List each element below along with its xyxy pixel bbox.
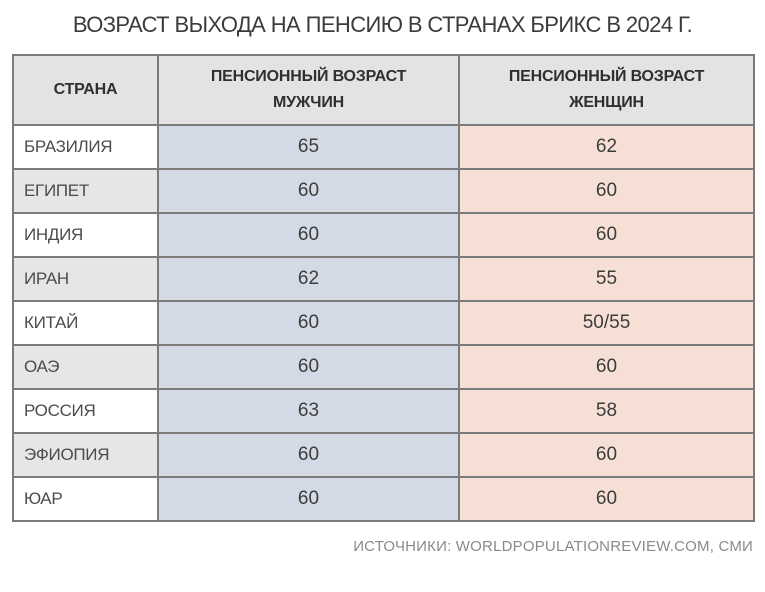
table-row: ЕГИПЕТ 60 60	[12, 168, 755, 214]
women-age-cell: 50/55	[458, 300, 755, 346]
men-age-cell: 60	[157, 212, 460, 258]
pension-table: СТРАНА ПЕНСИОННЫЙ ВОЗРАСТ МУЖЧИН ПЕНСИОН…	[12, 54, 755, 522]
country-cell: ИНДИЯ	[12, 212, 159, 258]
source-note: ИСТОЧНИКИ: WORLDPOPULATIONREVIEW.COM, СМ…	[353, 538, 753, 555]
men-age-cell: 60	[157, 300, 460, 346]
table-row: ЭФИОПИЯ 60 60	[12, 432, 755, 478]
men-age-cell: 60	[157, 168, 460, 214]
women-age-cell: 60	[458, 168, 755, 214]
men-age-cell: 60	[157, 344, 460, 390]
column-header-country: СТРАНА	[12, 54, 159, 126]
column-header-women: ПЕНСИОННЫЙ ВОЗРАСТ ЖЕНЩИН	[458, 54, 755, 126]
women-age-cell: 58	[458, 388, 755, 434]
table-row: ОАЭ 60 60	[12, 344, 755, 390]
country-cell: ЭФИОПИЯ	[12, 432, 159, 478]
men-age-cell: 60	[157, 432, 460, 478]
men-age-cell: 62	[157, 256, 460, 302]
men-age-cell: 63	[157, 388, 460, 434]
country-cell: ИРАН	[12, 256, 159, 302]
column-header-women-label: ПЕНСИОННЫЙ ВОЗРАСТ ЖЕНЩИН	[508, 67, 705, 111]
column-header-men: ПЕНСИОННЫЙ ВОЗРАСТ МУЖЧИН	[157, 54, 460, 126]
table-row: ЮАР 60 60	[12, 476, 755, 522]
women-age-cell: 60	[458, 476, 755, 522]
women-age-cell: 60	[458, 212, 755, 258]
table-row: РОССИЯ 63 58	[12, 388, 755, 434]
women-age-cell: 60	[458, 432, 755, 478]
table-row: БРАЗИЛИЯ 65 62	[12, 124, 755, 170]
column-header-country-label: СТРАНА	[53, 80, 118, 98]
table-row: ИРАН 62 55	[12, 256, 755, 302]
page-title: ВОЗРАСТ ВЫХОДА НА ПЕНСИЮ В СТРАНАХ БРИКС…	[72, 12, 693, 37]
table-row: ИНДИЯ 60 60	[12, 212, 755, 258]
header-row: СТРАНА ПЕНСИОННЫЙ ВОЗРАСТ МУЖЧИН ПЕНСИОН…	[12, 54, 755, 126]
country-cell: ЕГИПЕТ	[12, 168, 159, 214]
country-cell: РОССИЯ	[12, 388, 159, 434]
column-header-men-label: ПЕНСИОННЫЙ ВОЗРАСТ МУЖЧИН	[210, 67, 407, 111]
table-header: СТРАНА ПЕНСИОННЫЙ ВОЗРАСТ МУЖЧИН ПЕНСИОН…	[12, 54, 755, 126]
table-row: КИТАЙ 60 50/55	[12, 300, 755, 346]
women-age-cell: 60	[458, 344, 755, 390]
men-age-cell: 60	[157, 476, 460, 522]
country-cell: БРАЗИЛИЯ	[12, 124, 159, 170]
women-age-cell: 62	[458, 124, 755, 170]
country-cell: КИТАЙ	[12, 300, 159, 346]
women-age-cell: 55	[458, 256, 755, 302]
country-cell: ОАЭ	[12, 344, 159, 390]
men-age-cell: 65	[157, 124, 460, 170]
table-body: БРАЗИЛИЯ 65 62 ЕГИПЕТ 60 60 ИНДИЯ 60 60 …	[12, 124, 755, 522]
country-cell: ЮАР	[12, 476, 159, 522]
